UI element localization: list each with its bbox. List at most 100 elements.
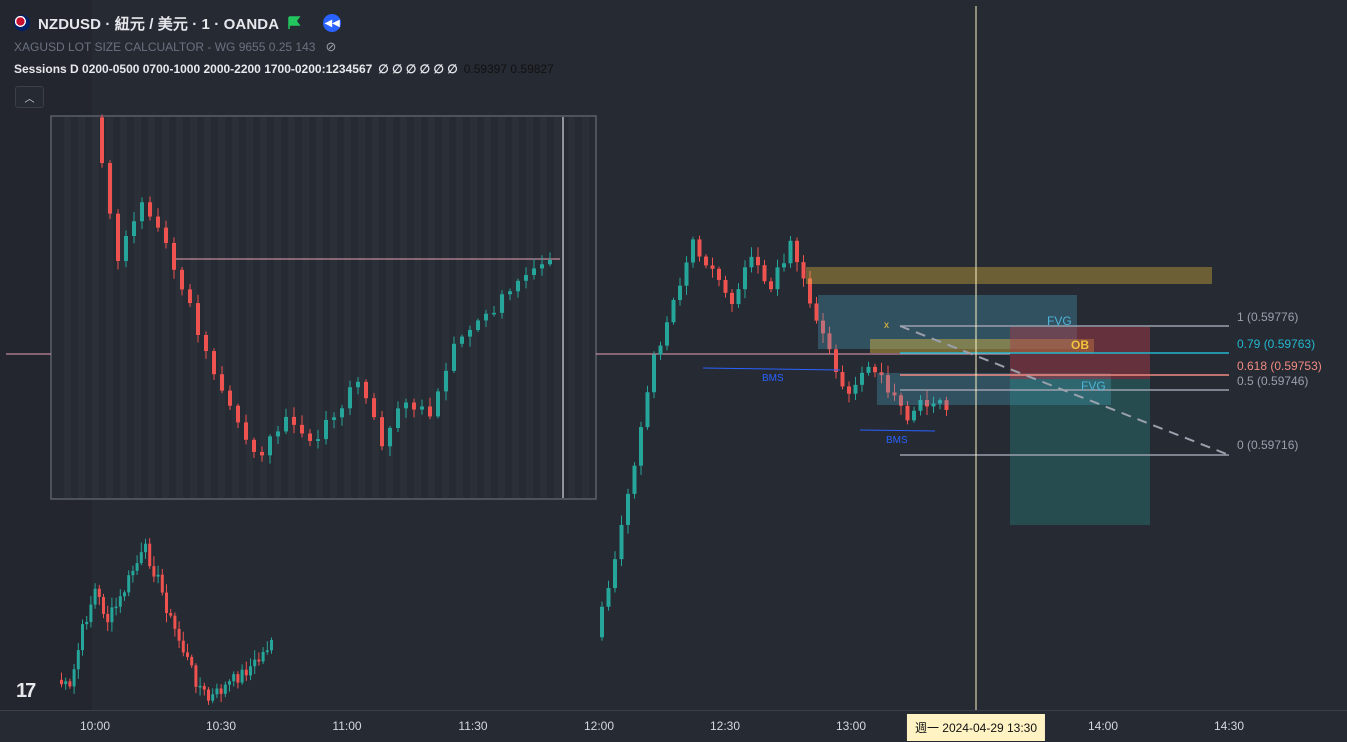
bms-label-2: BMS	[886, 435, 908, 446]
rally-candle	[821, 320, 825, 334]
inset-bar-shade	[428, 117, 435, 498]
main-candle	[102, 596, 105, 614]
time-tick: 12:00	[583, 719, 615, 733]
x-mark: x	[884, 320, 889, 331]
inset-candle	[308, 433, 312, 441]
inset-bar-shade	[302, 117, 309, 498]
rally-candle	[606, 588, 611, 607]
eye-off-icon[interactable]: ⊘	[325, 39, 337, 54]
inset-candle	[132, 221, 136, 237]
main-candle	[165, 592, 168, 614]
time-tick: 13:00	[835, 719, 867, 733]
main-candle	[127, 575, 131, 593]
main-candle	[253, 659, 257, 667]
rally-candle	[801, 262, 806, 279]
inset-bar-shade	[78, 117, 85, 498]
inset-bar-shade	[442, 117, 449, 498]
main-candle	[110, 607, 114, 623]
rally-candle	[613, 559, 617, 589]
inset-bar-shade	[162, 117, 169, 498]
inset-bar-shade	[386, 117, 393, 498]
inset-bar-shade	[372, 117, 379, 498]
inset-candle	[220, 374, 224, 391]
main-candle	[270, 640, 273, 651]
rally-candle	[827, 333, 832, 350]
main-candle	[85, 621, 89, 625]
rewind-icon[interactable]: ◀◀	[323, 14, 342, 32]
time-tick: 12:30	[709, 719, 741, 733]
inset-bar-shade	[456, 117, 463, 498]
inset-candle	[412, 402, 416, 410]
main-candle	[68, 681, 72, 687]
inset-candle	[228, 390, 232, 406]
inset-candle	[156, 216, 160, 228]
rally-candle	[918, 399, 923, 411]
rally-candle	[808, 278, 812, 304]
main-candle	[181, 640, 185, 653]
rally-candle	[912, 410, 916, 421]
rally-candle	[775, 267, 780, 290]
inset-bar-shade	[218, 117, 225, 498]
ob-zone-top	[806, 267, 1212, 284]
main-candle	[139, 552, 143, 564]
inset-bar-shade	[358, 117, 365, 498]
main-candle	[118, 596, 122, 607]
main-candle	[160, 574, 164, 593]
symbol-title[interactable]: NZDUSD · 紐元 / 美元 · 1 · OANDA	[38, 15, 280, 33]
inset-candle	[252, 439, 256, 452]
rally-candle	[931, 403, 936, 407]
inset-bar-shade	[260, 117, 267, 498]
rally-candle	[671, 299, 676, 323]
inset-bar-shade	[190, 117, 197, 498]
ob-zone	[870, 339, 1094, 353]
inset-candle	[260, 451, 264, 456]
time-axis[interactable]: 10:00 10:30 11:00 11:30 12:00 12:30 13:0…	[0, 710, 1347, 742]
sessions-indicator[interactable]: Sessions D 0200-0500 0700-1000 2000-2200…	[14, 62, 373, 76]
rally-candle	[814, 303, 819, 321]
main-candle	[135, 563, 139, 571]
main-candle	[249, 666, 252, 676]
chevron-up-icon: ︿	[24, 93, 35, 105]
main-candle	[131, 570, 135, 576]
bms-line-2	[859, 429, 936, 432]
rally-candle	[749, 256, 754, 268]
main-candle	[148, 543, 152, 567]
rally-candle	[691, 239, 695, 263]
bms-line-1	[702, 367, 841, 371]
inset-candle	[460, 336, 464, 344]
rally-candle	[697, 239, 702, 257]
lot-size-indicator[interactable]: XAGUSD LOT SIZE CALCUALTOR - WG 9655 0.2…	[14, 40, 316, 54]
inset-candle	[500, 294, 504, 313]
chart-area[interactable]: FVG OB FVG BMS BMS x 1 (0.59776) 0.79 (0…	[0, 0, 1347, 710]
inset-candle	[356, 381, 360, 388]
main-candle	[194, 665, 198, 687]
sessions-values: 0.59397 0.59827	[463, 62, 554, 76]
rally-candle	[632, 465, 637, 494]
inset-candle	[244, 422, 248, 440]
rally-candle	[723, 279, 728, 293]
inset-bar-shade	[554, 117, 561, 498]
main-candle	[236, 674, 240, 683]
bms-label-1: BMS	[762, 373, 784, 384]
chart-canvas[interactable]	[0, 0, 1347, 710]
inset-bar-shade	[64, 117, 71, 498]
inset-candle	[324, 419, 328, 440]
inset-candle	[108, 163, 112, 214]
rally-candle	[626, 493, 630, 525]
fib-level-0: 0 (0.59716)	[1237, 438, 1299, 452]
inset-bar-shade	[568, 117, 575, 498]
green-flag-icon[interactable]	[287, 16, 301, 30]
collapse-legend-button[interactable]: ︿	[15, 86, 44, 108]
rally-candle	[840, 372, 845, 387]
rally-candle	[678, 285, 682, 300]
main-candle	[198, 685, 202, 688]
inset-candle	[204, 335, 208, 352]
main-candle	[223, 684, 227, 694]
inset-candle	[284, 416, 288, 432]
main-candle	[81, 624, 84, 651]
rally-candle	[788, 240, 793, 264]
rally-candle	[782, 263, 786, 268]
main-candle	[76, 650, 80, 670]
rally-candle	[717, 268, 721, 280]
main-candle	[156, 574, 160, 577]
